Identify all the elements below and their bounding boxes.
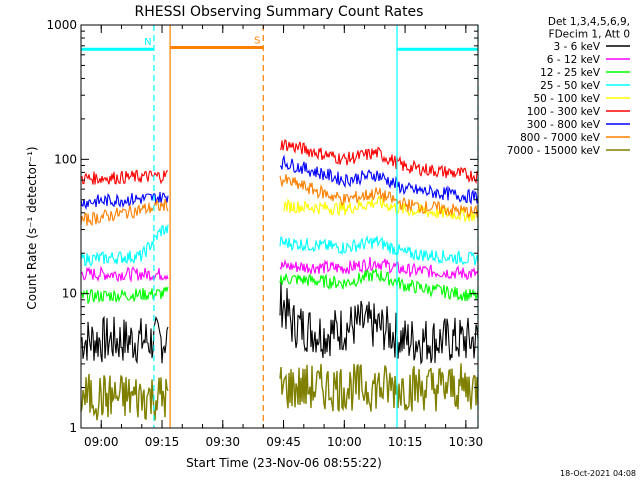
x-tick-label: 10:15: [388, 435, 423, 449]
series-line-3-6-kev: [80, 315, 169, 365]
series-50-100-kev: [283, 194, 479, 223]
series-line-100-300-kev: [279, 138, 479, 185]
axes: 1 10 100 1000 09:00 09:15 09:30 09:45 10:00 10:15…: [46, 18, 483, 449]
series-line-100-300-kev: [80, 169, 169, 185]
series-line-7000-15000-kev: [80, 373, 169, 421]
legend-label-25-50-kev: 25 - 50 keV: [540, 80, 601, 92]
series-7000-15000-kev: [80, 363, 479, 421]
legend-header-2: FDecim 1, Att 0: [549, 29, 630, 41]
chart-title: RHESSI Observing Summary Count Rates: [135, 4, 424, 20]
plot-frame: [80, 24, 479, 429]
series-line-3-6-kev: [279, 281, 479, 365]
y-tick-label: 100: [54, 152, 77, 166]
series-100-300-kev: [80, 138, 479, 185]
series-line-25-50-kev: [80, 224, 169, 267]
series-line-300-800-kev: [279, 154, 479, 206]
legend-label-6-12-kev: 6 - 12 keV: [547, 54, 601, 66]
series-25-50-kev: [80, 224, 479, 267]
legend-header-1: Det 1,3,4,5,6,9,: [548, 16, 630, 28]
legend-label-7000-15000-kev: 7000 - 15000 keV: [507, 145, 601, 157]
state-label-s: S: [254, 35, 260, 46]
legend-label-100-300-kev: 100 - 300 keV: [527, 106, 601, 118]
y-axis-label: Count Rate (s⁻¹ detector⁻¹): [25, 146, 39, 309]
series-300-800-kev: [80, 154, 479, 211]
series-line-7000-15000-kev: [279, 363, 479, 412]
plot-area: SN: [80, 25, 479, 428]
series-line-800-7000-kev: [279, 174, 479, 218]
legend-label-800-7000-kev: 800 - 7000 keV: [520, 132, 601, 144]
x-axis-label: Start Time (23-Nov-06 08:55:22): [186, 456, 382, 470]
legend-label-3-6-kev: 3 - 6 keV: [553, 41, 600, 53]
x-tick-label: 09:15: [145, 435, 180, 449]
series-line-50-100-kev: [283, 194, 479, 223]
y-tick-label: 1: [69, 421, 77, 435]
series-line-25-50-kev: [279, 235, 479, 266]
x-tick-label: 09:30: [205, 435, 240, 449]
series-line-12-25-kev: [80, 286, 169, 305]
x-tick-label: 10:30: [449, 435, 484, 449]
x-tick-label: 10:00: [327, 435, 362, 449]
state-label-n: N: [144, 37, 151, 48]
legend: Det 1,3,4,5,6,9,FDecim 1, Att 03 - 6 keV…: [507, 16, 630, 157]
y-tick-label: 1000: [46, 18, 77, 32]
legend-label-300-800-kev: 300 - 800 keV: [527, 119, 601, 131]
series-line-300-800-kev: [80, 191, 169, 211]
series-line-6-12-kev: [279, 257, 479, 281]
legend-label-12-25-kev: 12 - 25 keV: [540, 67, 601, 79]
footer-timestamp: 18-Oct-2021 04:08: [560, 469, 636, 478]
series-line-6-12-kev: [80, 265, 169, 283]
x-tick-label: 09:45: [266, 435, 301, 449]
legend-label-50-100-kev: 50 - 100 keV: [533, 93, 600, 105]
x-tick-label: 09:00: [84, 435, 119, 449]
y-tick-label: 10: [62, 287, 77, 301]
series-line-12-25-kev: [279, 268, 479, 302]
